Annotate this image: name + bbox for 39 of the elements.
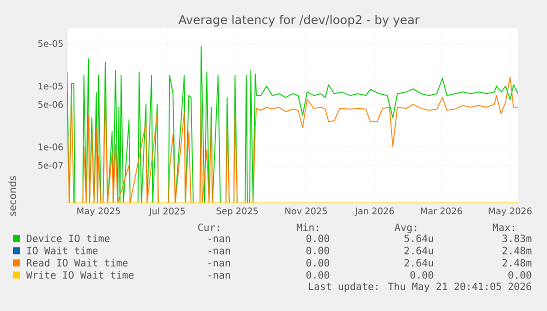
text: 5.64u [404,234,433,242]
y-tick-label: 5e-07 [38,162,63,169]
y-tick-label: 1e-06 [38,144,63,150]
text: 3.83m [502,234,532,242]
y-tick-label: 5e-06 [38,101,63,108]
text: 0.00 [306,258,330,267]
y-tick-label: 5e-05 [38,40,63,47]
legend-label: Read IO Wait time [26,258,128,267]
text: 2.64u [404,258,433,267]
y-axis-title: seconds [8,176,16,216]
text: -nan [208,260,230,267]
legend-label: Write IO Wait time [26,271,134,279]
text: -nan [208,273,230,279]
text: Cur: [198,224,220,232]
text: 0.00 [410,271,434,279]
y-tick-label: 1e-05 [38,82,63,90]
text: 0.00 [306,246,330,254]
text: 0.00 [306,271,330,279]
text: -nan [208,248,230,254]
text: 0.00 [306,234,330,242]
legend-label: Device IO time [26,234,110,242]
x-tick-label: Jan 2026 [354,208,394,216]
x-tick-label: Mar 2026 [420,208,462,214]
text: Avg: [394,224,416,234]
text: 2.48m [502,258,532,267]
text: -nan [208,236,230,242]
x-tick-label: Sep 2025 [216,208,258,216]
x-tick-label: May 2025 [77,208,120,216]
text: 0.00 [508,271,532,279]
text: 2.64u [404,246,433,254]
text: Last update: Thu May 21 20:41:05 2026 [308,282,532,292]
x-tick-label: Nov 2025 [285,208,327,214]
text: Min: [296,223,318,231]
x-tick-label: May 2026 [488,208,532,216]
chart-title: Average latency for /dev/loop2 - by year [178,14,420,26]
x-tick-label: Jul 2025 [148,208,185,216]
text: Max: [492,224,514,232]
text: 2.48m [502,246,532,254]
legend-label: IO Wait time [27,246,98,254]
